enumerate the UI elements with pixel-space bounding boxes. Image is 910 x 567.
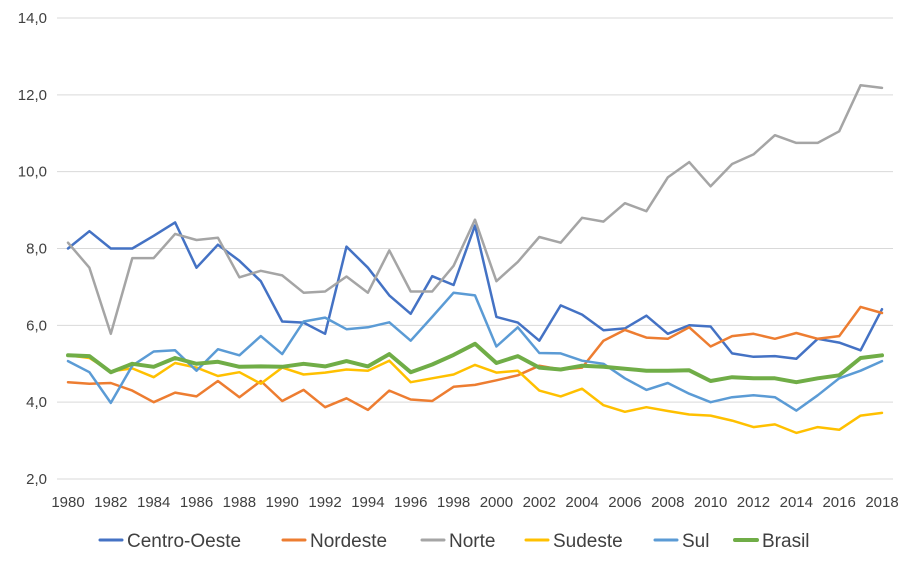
x-tick-label: 2004 (565, 494, 598, 511)
y-axis-ticks: 2,0 4,0 6,0 8,0 10,0 12,0 14,0 (18, 10, 47, 488)
x-tick-label: 2012 (737, 494, 770, 511)
series-line-sudeste (66, 354, 884, 435)
x-tick-label: 1996 (394, 494, 427, 511)
x-tick-label: 1994 (351, 494, 384, 511)
legend-label-sul: Sul (682, 531, 709, 552)
series-lines (66, 83, 884, 435)
y-tick-label: 4,0 (26, 394, 47, 411)
y-tick-label: 6,0 (26, 317, 47, 334)
x-tick-label: 2000 (480, 494, 513, 511)
x-tick-label: 1982 (94, 494, 127, 511)
series-line-norte (66, 83, 884, 336)
x-tick-label: 2014 (780, 494, 813, 511)
gridlines (57, 17, 893, 480)
series-line-brasil (66, 341, 884, 385)
y-tick-label: 8,0 (26, 241, 47, 258)
series-line-nordeste (66, 305, 884, 412)
legend-label-brasil: Brasil (762, 531, 810, 552)
legend-label-centro-oeste: Centro-Oeste (127, 531, 241, 552)
series-line-centro-oeste (66, 221, 884, 361)
y-tick-label: 14,0 (18, 10, 47, 27)
series-line-sul (66, 291, 884, 412)
y-tick-label: 2,0 (26, 471, 47, 488)
y-tick-label: 10,0 (18, 164, 47, 181)
x-tick-label: 2002 (523, 494, 556, 511)
x-tick-label: 1986 (180, 494, 213, 511)
y-tick-label: 12,0 (18, 87, 47, 104)
x-tick-label: 1980 (51, 494, 84, 511)
legend-label-norte: Norte (449, 531, 495, 552)
x-axis-ticks: 1980 1982 1984 1986 1988 1990 1992 1994 1996 1998… (51, 494, 898, 511)
x-tick-label: 2018 (865, 494, 898, 511)
x-tick-label: 2006 (608, 494, 641, 511)
x-tick-label: 1998 (437, 494, 470, 511)
x-tick-label: 1992 (308, 494, 341, 511)
legend: Centro-Oeste Nordeste Norte Sudeste Sul Brasi… (98, 531, 810, 552)
legend-label-nordeste: Nordeste (310, 531, 387, 552)
x-tick-label: 1984 (137, 494, 170, 511)
x-tick-label: 1988 (223, 494, 256, 511)
x-tick-label: 2016 (822, 494, 855, 511)
x-tick-label: 2010 (694, 494, 727, 511)
x-tick-label: 2008 (651, 494, 684, 511)
x-tick-label: 1990 (266, 494, 299, 511)
legend-label-sudeste: Sudeste (553, 531, 623, 552)
